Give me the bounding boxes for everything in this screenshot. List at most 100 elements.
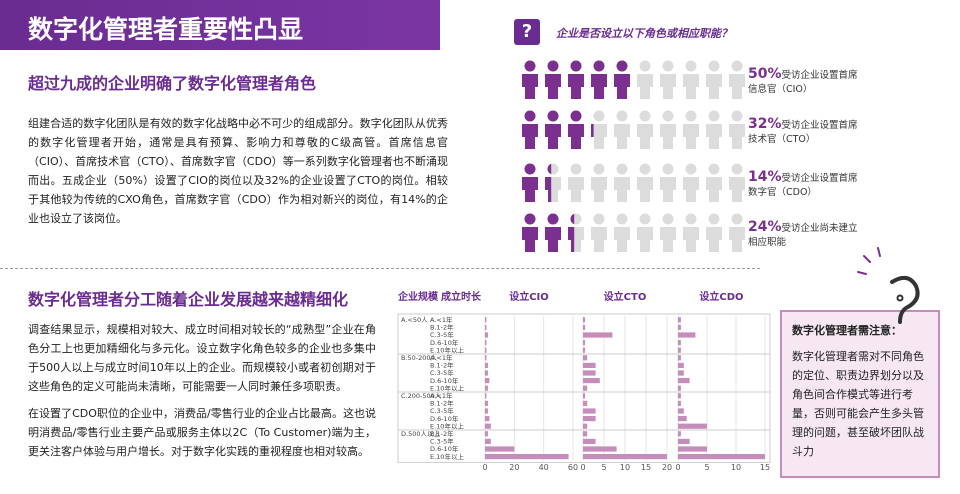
x-tick-label: 15 <box>641 463 651 472</box>
bar <box>583 438 596 444</box>
bar <box>485 400 488 406</box>
bar <box>485 317 487 323</box>
row-label: D.6-10年 <box>430 414 459 423</box>
row-label: E.10年以上 <box>430 421 464 430</box>
row-label: C.3-5年 <box>430 437 454 446</box>
divider <box>0 268 760 269</box>
body <box>729 227 745 252</box>
head <box>570 213 575 225</box>
bar <box>678 332 696 338</box>
stat-text: 受访企业设置首席技术官（CTO） <box>748 120 858 145</box>
head <box>731 60 743 72</box>
row-label: B.1-2年 <box>430 323 454 332</box>
body <box>706 227 722 252</box>
bar <box>678 454 765 460</box>
figure-filled <box>545 213 561 252</box>
bar <box>583 423 588 429</box>
body <box>614 74 630 99</box>
head <box>708 60 720 72</box>
stat-text: 受访企业设置首席信息官（CIO） <box>748 70 858 95</box>
body <box>568 74 584 99</box>
head <box>662 60 674 72</box>
x-tick-label: 10 <box>731 463 741 472</box>
row-label: D.6-10年 <box>430 338 459 347</box>
bar <box>485 378 490 384</box>
bar <box>583 340 586 346</box>
bar <box>678 416 687 422</box>
bar <box>485 347 487 353</box>
note-text: 数字化管理者需对不同角色的定位、职责边界划分以及角色间合作模式等进行考量，否则可… <box>792 350 924 458</box>
panel-title: 设立CIO <box>509 290 549 303</box>
pictogram-row <box>522 110 745 149</box>
figure-filled <box>522 60 538 99</box>
figure-filled <box>591 60 607 99</box>
stat-value: 14% <box>748 169 782 185</box>
head <box>685 110 697 122</box>
note-box <box>780 310 940 478</box>
head <box>731 110 743 122</box>
bar <box>678 362 684 368</box>
bulb-icon <box>857 247 920 324</box>
x-tick-label: 15 <box>760 463 770 472</box>
head <box>570 163 582 175</box>
figure-filled <box>614 60 630 99</box>
body <box>545 177 552 202</box>
figure-filled <box>591 114 594 137</box>
head <box>547 163 552 175</box>
pictogram-row <box>522 213 745 252</box>
bar <box>485 408 488 414</box>
figure-filled <box>545 110 561 149</box>
row-label: C.3-5年 <box>430 368 454 377</box>
row-label: A.<1年 <box>430 315 453 324</box>
paragraph: 调查结果显示，规模相对较大、成立时间相对较长的“成熟型”企业在角色分工上也更加精… <box>28 323 376 393</box>
head <box>570 60 582 72</box>
head <box>593 60 605 72</box>
bar <box>583 347 586 353</box>
head <box>593 163 605 175</box>
body <box>729 74 745 99</box>
head <box>616 60 628 72</box>
head <box>731 213 743 225</box>
figure-filled <box>522 110 538 149</box>
figure-filled <box>568 213 575 252</box>
head <box>524 60 536 72</box>
body <box>637 177 653 202</box>
bar <box>583 385 588 391</box>
bar <box>583 370 596 376</box>
bar <box>678 446 707 452</box>
body <box>522 124 538 149</box>
row-label: B.1-2年 <box>430 361 454 370</box>
x-tick-label: 20 <box>509 463 519 472</box>
x-tick-label: 0 <box>675 463 680 472</box>
head <box>593 110 605 122</box>
body <box>706 74 722 99</box>
x-tick-label: 20 <box>662 463 672 472</box>
header: 企业规模 <box>397 290 439 303</box>
bar <box>583 454 667 460</box>
row-label: E.10年以上 <box>430 383 464 392</box>
head <box>524 163 536 175</box>
head <box>570 110 582 122</box>
bar <box>485 362 488 368</box>
head <box>547 60 559 72</box>
bar <box>583 324 586 330</box>
head <box>685 163 697 175</box>
stat-value: 50% <box>748 66 782 82</box>
question: 企业是否设立以下角色或相应职能？ <box>556 27 732 40</box>
body <box>591 124 607 149</box>
body <box>637 124 653 149</box>
stat: 24%受访企业尚未建立相应职能 <box>748 220 858 250</box>
bar <box>583 332 613 338</box>
x-tick-label: 5 <box>704 463 709 472</box>
row-label: C.3-5年 <box>430 330 454 339</box>
body <box>568 177 584 202</box>
stat: 32%受访企业设置首席技术官（CTO） <box>748 117 858 147</box>
header: 成立时长 <box>441 290 482 303</box>
body <box>706 177 722 202</box>
head <box>639 60 651 72</box>
bar <box>485 332 488 338</box>
figure-filled <box>568 110 584 149</box>
body <box>706 124 722 149</box>
head <box>662 213 674 225</box>
